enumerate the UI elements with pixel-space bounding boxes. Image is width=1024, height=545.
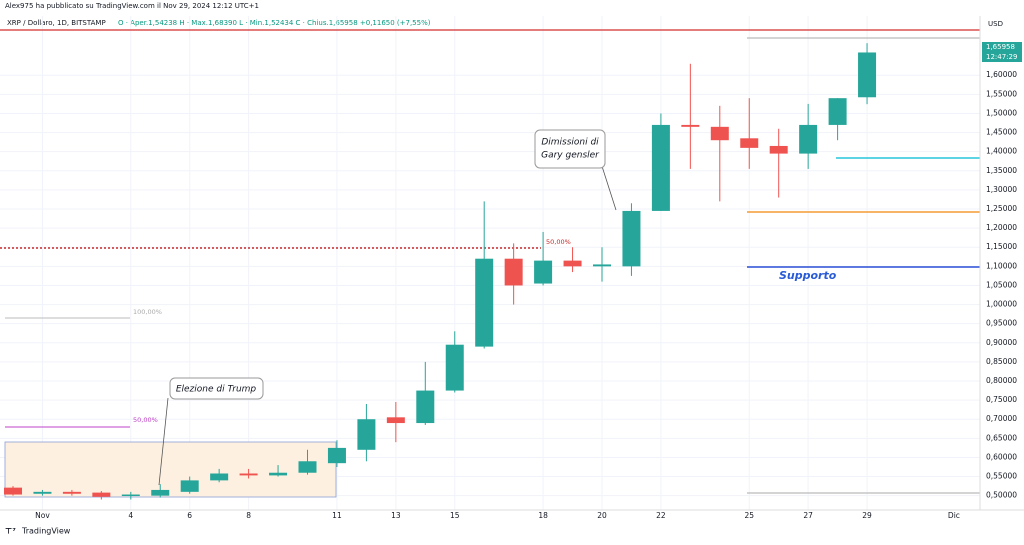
y-tick-label: 0,95000 bbox=[986, 319, 1017, 328]
support-label: Supporto bbox=[779, 269, 837, 282]
candle-body bbox=[210, 473, 229, 481]
x-tick-label: Dic bbox=[948, 511, 960, 520]
y-tick-label: 0,80000 bbox=[986, 376, 1017, 385]
candle-body bbox=[563, 260, 582, 267]
x-tick-label: 20 bbox=[597, 511, 607, 520]
header: Alex975 ha pubblicato su TradingView.com… bbox=[5, 2, 259, 10]
x-tick-label: 25 bbox=[744, 511, 754, 520]
callout-text: Elezione di Trump bbox=[176, 385, 257, 395]
candle-body bbox=[504, 258, 523, 286]
axis: 0,50000 0,55000 0,60000 0,65000 0,70000 0,750… bbox=[35, 70, 1017, 520]
y-tick-label: 1,60000 bbox=[986, 70, 1017, 79]
callout-text: Dimissioni di bbox=[541, 138, 599, 148]
candle-body bbox=[386, 417, 405, 424]
candle-body bbox=[298, 461, 317, 473]
candle-body bbox=[740, 138, 759, 148]
y-tick-label: 0,85000 bbox=[986, 357, 1017, 366]
y-tick-label: 1,55000 bbox=[986, 89, 1017, 98]
x-tick-label: 6 bbox=[187, 511, 192, 520]
candle-body bbox=[121, 494, 140, 497]
candle-body bbox=[710, 126, 729, 141]
x-tick-label: 27 bbox=[803, 511, 813, 520]
callout-pointer bbox=[158, 397, 169, 486]
y-tick-label: 0,55000 bbox=[986, 472, 1017, 481]
candle-body bbox=[475, 258, 494, 347]
y-tick-label: 0,70000 bbox=[986, 414, 1017, 423]
footer-text: TradingView bbox=[21, 527, 71, 536]
x-tick-label: 13 bbox=[391, 511, 401, 520]
footer: ⊤⁷ bbox=[5, 527, 16, 536]
ohlc-text: O · Aper.1,54238 H · Max.1,68390 L · Min… bbox=[118, 19, 431, 27]
x-tick-label: 22 bbox=[656, 511, 666, 520]
candle-body bbox=[180, 480, 199, 492]
y-tick-label: 0,75000 bbox=[986, 395, 1017, 404]
x-tick-label: 18 bbox=[538, 511, 548, 520]
candle-body bbox=[681, 124, 700, 127]
x-tick-label: 11 bbox=[332, 511, 342, 520]
y-tick-label: 1,05000 bbox=[986, 280, 1017, 289]
candle-body bbox=[534, 260, 553, 284]
candle-body bbox=[769, 145, 788, 154]
callout-pointer bbox=[599, 159, 617, 211]
candle-body bbox=[445, 344, 464, 391]
y-tick-label: 1,10000 bbox=[986, 261, 1017, 270]
candle-body bbox=[828, 98, 847, 125]
x-tick-label: 8 bbox=[246, 511, 251, 520]
fib-label: 50,00% bbox=[546, 238, 571, 246]
y-tick-label: 0,65000 bbox=[986, 433, 1017, 442]
candle-body bbox=[239, 473, 258, 476]
range-box bbox=[4, 441, 337, 498]
candle-body bbox=[416, 390, 435, 424]
y-tick-label: 1,35000 bbox=[986, 166, 1017, 175]
last-price-badge bbox=[982, 42, 1022, 62]
candle-body bbox=[92, 492, 111, 497]
fib-label: 100,00% bbox=[133, 308, 162, 316]
candle-body bbox=[62, 491, 81, 494]
candle-body bbox=[269, 472, 288, 476]
y-tick-label: 1,40000 bbox=[986, 147, 1017, 156]
candle-body bbox=[357, 419, 376, 450]
y-tick-label: 1,15000 bbox=[986, 242, 1017, 251]
y-tick-label: 1,00000 bbox=[986, 300, 1017, 309]
candle-body bbox=[151, 489, 170, 496]
y-tick-label: 1,25000 bbox=[986, 204, 1017, 213]
y-tick-label: 0,60000 bbox=[986, 452, 1017, 461]
candle-body bbox=[327, 447, 346, 464]
candle-body bbox=[622, 210, 641, 267]
candle-body bbox=[593, 264, 611, 267]
last-price: 1,65958 bbox=[986, 43, 1015, 51]
callout bbox=[169, 377, 264, 400]
callout bbox=[534, 129, 606, 169]
x-tick-label: 4 bbox=[128, 511, 133, 520]
y-tick-label: 1,50000 bbox=[986, 108, 1017, 117]
fib-label: 50,00% bbox=[133, 416, 158, 424]
candle-body bbox=[799, 124, 818, 154]
currency: USD bbox=[988, 20, 1003, 28]
candle-body bbox=[4, 487, 22, 495]
callout-text: Gary gensler bbox=[541, 151, 600, 161]
x-tick-label: 29 bbox=[862, 511, 872, 520]
y-tick-label: 0,50000 bbox=[986, 491, 1017, 500]
y-tick-label: 1,20000 bbox=[986, 223, 1017, 232]
countdown: 12:47:29 bbox=[986, 53, 1017, 61]
candle-body bbox=[858, 52, 877, 98]
x-tick-label: Nov bbox=[35, 511, 50, 520]
y-tick-label: 1,30000 bbox=[986, 185, 1017, 194]
candle-body bbox=[651, 124, 670, 211]
y-tick-label: 1,45000 bbox=[986, 128, 1017, 137]
candle-body bbox=[33, 491, 52, 494]
candles bbox=[4, 43, 877, 500]
chart-title: XRP / Dollaro, 1D, BITSTAMP bbox=[7, 19, 106, 27]
x-tick-label: 15 bbox=[450, 511, 460, 520]
y-tick-label: 0,90000 bbox=[986, 338, 1017, 347]
